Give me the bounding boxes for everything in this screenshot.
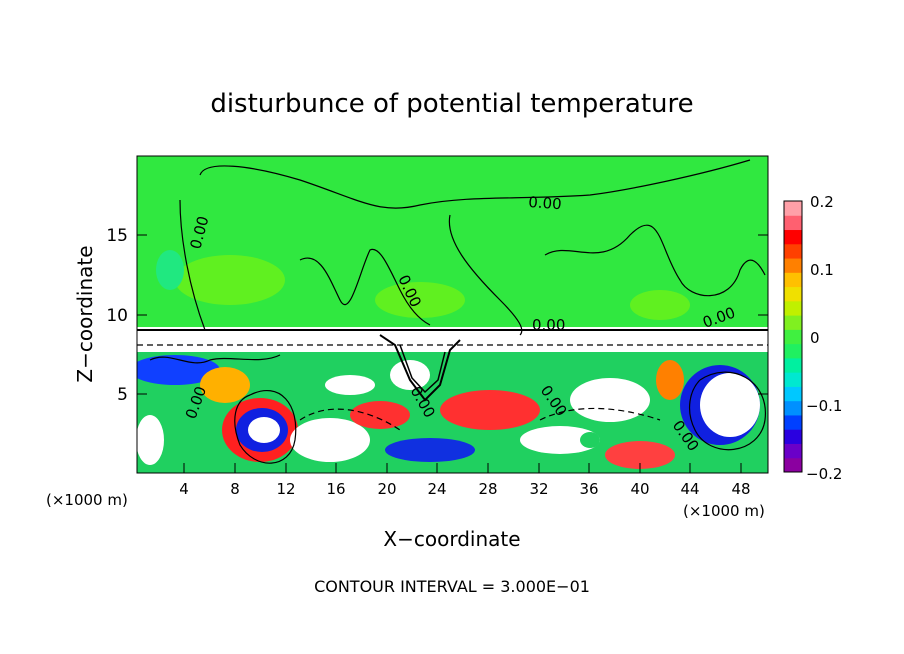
colorbar-segment [784, 372, 802, 387]
colorbar-segment [784, 258, 802, 273]
colorbar-segment [784, 201, 802, 216]
colorbar [784, 201, 802, 473]
upper-patch [630, 290, 690, 320]
chart-title: disturbunce of potential temperature [210, 89, 693, 119]
x-tick-label: 48 [731, 480, 750, 498]
x-tick-label: 8 [230, 480, 240, 498]
x-tick-label: 24 [427, 480, 446, 498]
lower-patch [440, 390, 540, 430]
x-unit-right: (×1000 m) [683, 502, 765, 520]
colorbar-frame [783, 200, 803, 473]
colorbar-segment [784, 343, 802, 359]
contour-line [379, 334, 461, 402]
colorbar-segment [784, 272, 802, 288]
contour-line [299, 248, 431, 326]
contour-line [179, 199, 206, 331]
lower-patch [248, 417, 280, 443]
lower-patch [580, 432, 600, 448]
x-tick-label: 40 [630, 480, 649, 498]
x-axis [183, 463, 742, 473]
x-axis-label: X−coordinate [383, 527, 520, 551]
colorbar-segment [784, 386, 802, 402]
lower-patch [470, 370, 520, 390]
x-tick-label: 32 [529, 480, 548, 498]
colorbar-segment [784, 229, 802, 245]
contour-label: 0.00 [532, 316, 565, 334]
y-tick-label: 15 [106, 226, 128, 246]
colorbar-segment [784, 429, 802, 444]
lower-patch [350, 401, 410, 429]
y-axis [137, 234, 768, 395]
colorbar-segment [784, 215, 802, 231]
colorbar-segment [784, 315, 802, 330]
contour-line [149, 354, 281, 364]
x-tick-label: 12 [276, 480, 295, 498]
colorbar-segment [784, 443, 802, 459]
upper-patch [156, 250, 184, 290]
lower-patch [570, 378, 650, 422]
colorbar-label: −0.1 [806, 397, 842, 415]
lower-patch [700, 373, 760, 437]
lower-patch [385, 438, 475, 462]
contour-label: 0.00 [528, 193, 563, 213]
colorbar-segment [784, 457, 802, 473]
contour-line [688, 371, 766, 451]
contour-line [234, 390, 297, 464]
colorbar-segment [784, 329, 802, 345]
x-tick-label: 4 [179, 480, 189, 498]
plot-area [137, 156, 768, 473]
x-tick-label: 36 [579, 480, 598, 498]
upper-patch [375, 282, 465, 318]
contour-line [399, 344, 446, 394]
x-tick-label: 20 [377, 480, 396, 498]
lower-patch [605, 441, 675, 469]
colorbar-segment [784, 286, 802, 302]
contour-line [448, 214, 523, 336]
x-tick-label: 28 [478, 480, 497, 498]
colorbar-segment [784, 414, 802, 430]
colorbar-label: −0.2 [806, 465, 842, 483]
lower-patch [325, 375, 375, 395]
contour-line [299, 408, 401, 431]
y-axis-label: Z−coordinate [73, 245, 97, 382]
lower-patch [520, 426, 600, 454]
colorbar-segment [784, 243, 802, 259]
y-tick-label: 5 [117, 385, 128, 405]
colorbar-segment [784, 357, 802, 373]
contour-line [199, 159, 751, 209]
contour-line [544, 224, 766, 297]
colorbar-segment [784, 400, 802, 416]
x-tick-label: 44 [680, 480, 699, 498]
lower-patch [390, 360, 430, 390]
upper-field [137, 156, 768, 352]
colorbar-segment [784, 300, 802, 316]
upper-patch [175, 255, 285, 305]
inversion-band [137, 327, 768, 355]
lower-patch [200, 367, 250, 403]
colorbar-label: 0 [810, 329, 820, 347]
contour-line [539, 407, 661, 421]
contour-interval-note: CONTOUR INTERVAL = 3.000E−01 [314, 577, 590, 596]
colorbar-label: 0.1 [810, 261, 834, 279]
lower-patch [137, 415, 164, 465]
x-tick-label: 16 [326, 480, 345, 498]
lower-patch [656, 360, 684, 400]
lower-patch [290, 418, 370, 462]
colorbar-label: 0.2 [810, 193, 834, 211]
x-unit-left: (×1000 m) [46, 491, 128, 509]
y-tick-label: 10 [106, 306, 128, 326]
